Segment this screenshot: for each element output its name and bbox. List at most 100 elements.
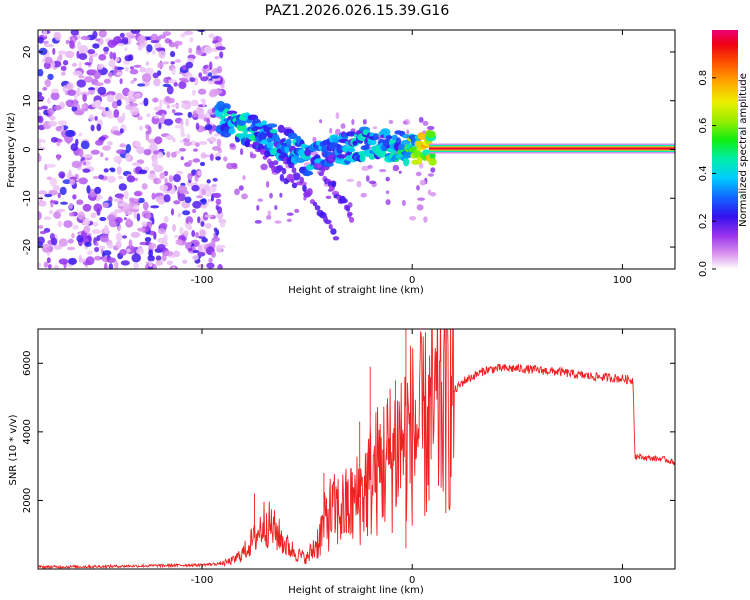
spectrogram-cell <box>110 168 116 173</box>
snr-frame <box>37 328 676 570</box>
spectrogram-cell <box>38 200 47 207</box>
spectrogram-cell <box>57 192 61 199</box>
spectrogram-cell <box>367 164 373 169</box>
spectrogram-cell <box>151 158 159 166</box>
spectrogram-cell <box>162 31 171 36</box>
spectrogram-cell <box>113 109 120 118</box>
spectrogram-cell <box>115 92 123 102</box>
spectrogram-cell <box>148 260 153 268</box>
spectrogram-cell <box>415 171 422 177</box>
spectrogram-cell <box>206 118 211 125</box>
spectrogram-cell <box>38 153 41 162</box>
spectrogram-cell <box>254 220 262 224</box>
spectrogram-cell <box>119 32 125 38</box>
y-tick-label: -10 <box>22 190 33 206</box>
spectrogram-cell <box>177 193 186 202</box>
spectrogram-ridge-cell <box>288 162 295 169</box>
spectrogram-ridge-cell <box>286 138 292 146</box>
spectrogram-cell <box>187 159 193 165</box>
spectrogram-cell <box>368 180 377 184</box>
spectrogram-cell <box>116 99 122 107</box>
spectrogram-cell <box>198 72 203 78</box>
spectrogram-cell <box>107 141 113 146</box>
spectrogram-cell <box>199 187 202 196</box>
spectrogram-ridge-cell <box>332 236 340 241</box>
spectrogram-cell <box>203 185 211 192</box>
spectrogram-cell <box>38 262 42 268</box>
spectrogram-cell <box>39 196 43 203</box>
colorbar-gradient <box>712 30 738 269</box>
spectrogram-cell <box>173 250 181 258</box>
spectrogram-cell <box>197 113 206 120</box>
snr-ticks: -100 0 100 2000 4000 6000 <box>22 329 675 586</box>
spectrogram-cell <box>111 100 119 109</box>
y-tick-label: 2000 <box>22 488 33 513</box>
spectrogram-cell <box>181 100 191 104</box>
spectrogram-cell <box>217 264 223 269</box>
spectrogram-cell <box>71 106 78 112</box>
spectrogram-cell <box>185 61 194 69</box>
spectrogram-cell <box>46 257 51 264</box>
spectrogram-cell <box>86 185 91 194</box>
spectrogram-cell <box>286 218 292 222</box>
spectrogram-cell <box>124 47 128 52</box>
spectrogram-cell <box>137 83 146 87</box>
spectrogram-ridge-cell <box>347 148 356 153</box>
spectrogram-cell <box>116 71 123 76</box>
spectrogram-cell <box>189 77 196 83</box>
spectrogram-cell <box>197 216 201 224</box>
spectrogram-ridge-cell <box>428 158 437 166</box>
spectrogram-cell <box>213 227 218 233</box>
spectrogram-cell <box>208 257 213 263</box>
spectrogram-cell <box>190 101 199 107</box>
spectrogram-cell <box>171 104 180 108</box>
y-tick-label: 0 <box>22 146 33 152</box>
spectrogram-cell <box>207 199 212 203</box>
spectrogram-cell <box>229 143 236 148</box>
spectrogram-cell <box>158 49 166 59</box>
spectrogram-cell <box>164 118 174 126</box>
spectrogram-cell <box>118 183 128 191</box>
spectrogram-cell <box>335 128 341 136</box>
spectrogram-ridge-cell <box>290 178 295 184</box>
spectrogram-cell <box>121 37 129 42</box>
spectrogram-cell <box>194 77 199 86</box>
spectrogram-cell <box>127 90 137 100</box>
spectrogram-cell <box>427 125 435 131</box>
spectrogram-cell <box>68 169 72 177</box>
spectrogram-cell <box>157 152 164 159</box>
spectrogram-cell <box>200 204 208 209</box>
spectrogram-cell <box>201 237 208 243</box>
spectrogram-cell <box>119 78 123 85</box>
spectrogram-cell <box>180 120 184 126</box>
spectrogram-ridge-cell <box>359 154 366 163</box>
spectrogram-cell <box>196 195 203 199</box>
spectrogram-cell <box>249 153 257 159</box>
spectrogram-cell <box>98 174 104 180</box>
spectrogram-cell <box>170 51 176 58</box>
spectrogram-cell <box>134 92 142 98</box>
spectrogram-cell <box>94 255 102 261</box>
spectrogram-cell <box>170 61 175 65</box>
spectrogram-cell <box>409 216 417 221</box>
spectrogram-cell <box>416 185 420 191</box>
spectrogram-cell <box>69 212 75 217</box>
spectrogram-cell <box>117 43 125 47</box>
spectrogram-cell <box>265 181 270 188</box>
spectrogram-cell <box>163 194 171 203</box>
spectrogram-cell <box>116 166 122 175</box>
spectrogram-cell <box>139 125 143 131</box>
spectrogram-ridge-cell <box>266 142 274 149</box>
spectrogram-ridge-cell <box>219 114 226 121</box>
spectrogram-cell <box>72 62 77 67</box>
spectrogram-cell <box>125 104 132 111</box>
spectrogram-cell <box>147 125 152 135</box>
spectrogram-cell <box>137 45 143 51</box>
spectrogram-cell <box>130 66 134 70</box>
spectrogram-cell <box>58 171 66 179</box>
spectrogram-cell <box>257 198 264 202</box>
spectrogram-cell <box>53 244 63 250</box>
spectrogram-cell <box>49 115 56 121</box>
spectrogram-cell <box>38 91 43 97</box>
spectrogram-cell <box>87 49 96 55</box>
